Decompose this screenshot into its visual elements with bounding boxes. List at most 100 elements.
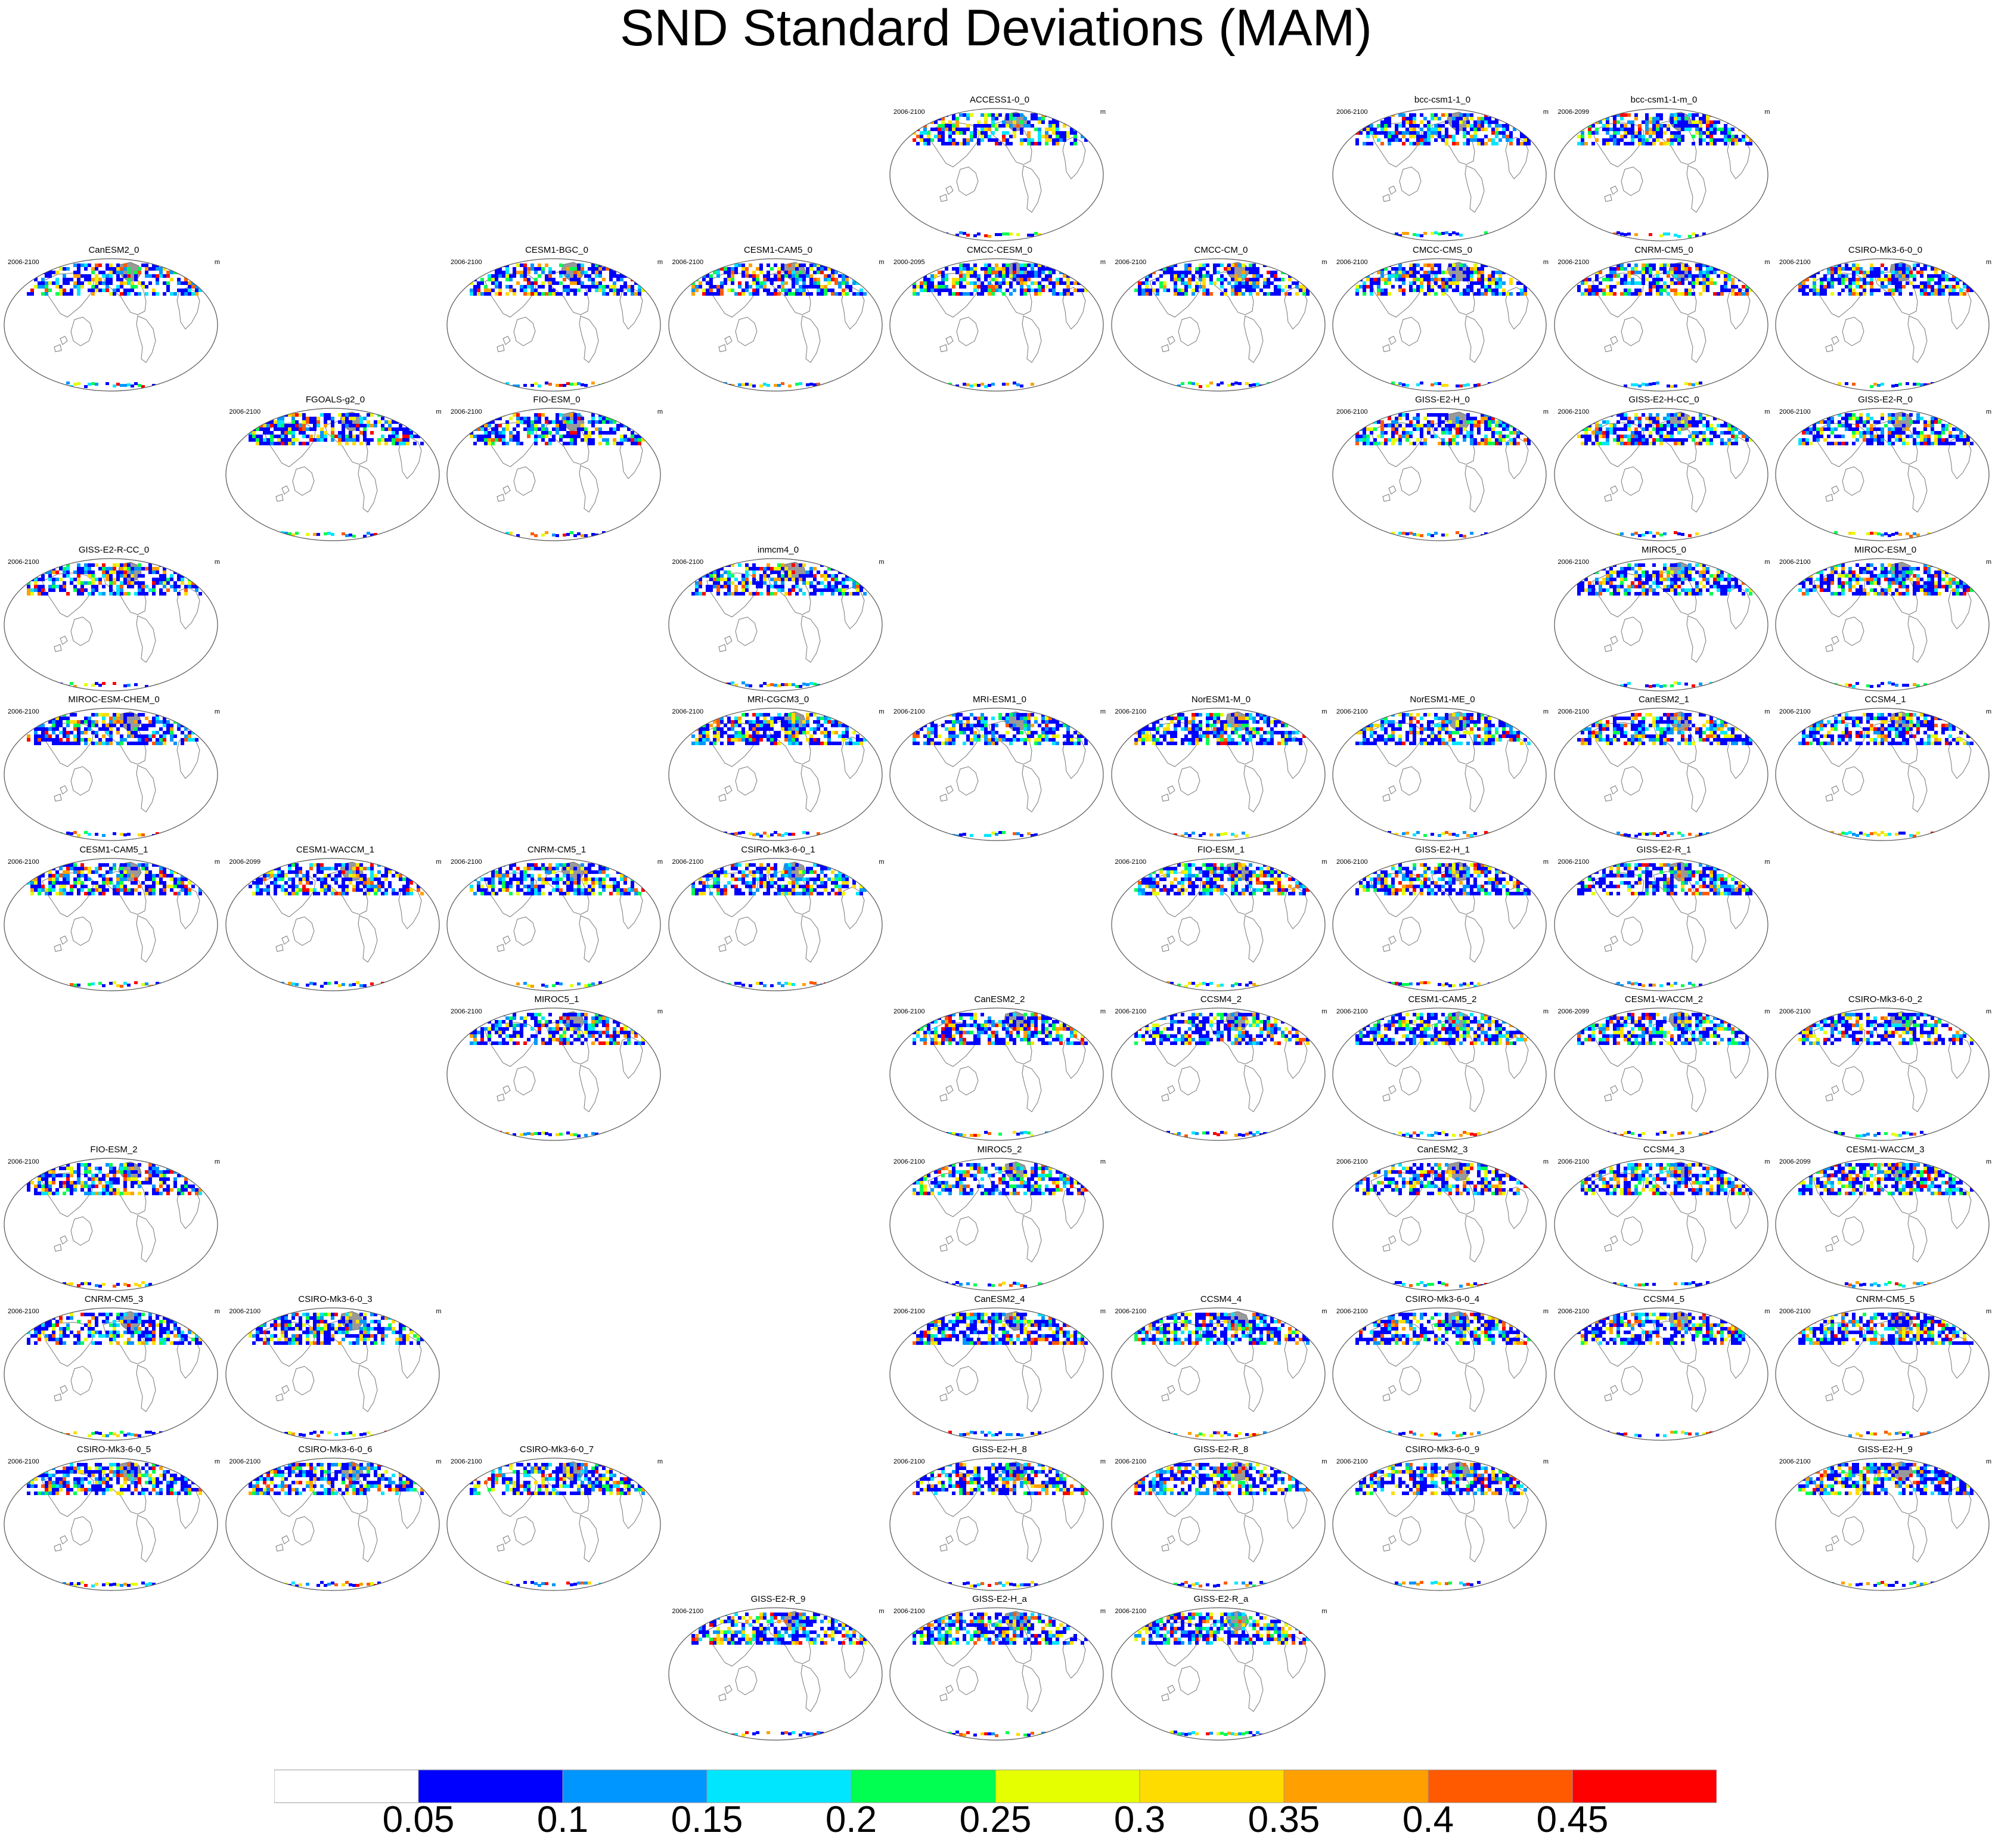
snow-cell [556, 281, 559, 285]
snow-cell [1856, 284, 1859, 289]
snow-cell [1938, 277, 1941, 281]
snow-cell [1373, 534, 1377, 537]
snow-cell [1873, 435, 1877, 438]
snow-cell [920, 284, 923, 289]
snow-cell [1173, 288, 1177, 292]
snow-cell [1495, 284, 1498, 289]
snow-cell [355, 435, 359, 438]
snow-cell [402, 431, 406, 435]
coastline [1907, 315, 1928, 363]
snow-cell [266, 424, 270, 427]
snow-cell [1745, 117, 1749, 120]
snow-cell [1598, 431, 1602, 435]
snow-cell [1491, 113, 1495, 117]
snow-cell [1848, 277, 1852, 281]
snow-cell [1473, 135, 1477, 138]
snow-cell [1652, 284, 1656, 289]
snow-cell [1670, 385, 1674, 388]
snow-cell [1948, 277, 1952, 281]
snow-cell [1420, 128, 1423, 131]
snow-cell [1230, 277, 1234, 281]
snow-cell [95, 266, 98, 271]
snow-cell [1948, 424, 1952, 427]
snow-cell [1473, 424, 1477, 427]
snow-cell [1262, 277, 1267, 281]
snow-cell [527, 270, 530, 274]
snow-cell [1698, 274, 1702, 278]
snow-cell [1431, 263, 1434, 267]
snow-cell [1652, 138, 1656, 142]
snow-cell [345, 534, 349, 537]
snow-cell [1684, 120, 1688, 124]
snow-cell [1605, 138, 1609, 142]
snow-cell [598, 431, 602, 435]
snow-cell [941, 138, 945, 142]
snow-cell [527, 431, 530, 435]
snow-cell [402, 413, 406, 417]
snow-cell [1838, 442, 1841, 445]
snow-cell [55, 284, 59, 289]
snow-cell [530, 266, 534, 271]
snow-cell [1516, 142, 1520, 145]
snow-cell [1056, 142, 1059, 145]
snow-cell [1377, 277, 1380, 281]
snow-cell [1377, 124, 1380, 128]
coastline [1062, 137, 1086, 179]
snow-cell [984, 284, 988, 289]
snow-cell [1484, 277, 1488, 281]
snow-cell [484, 435, 488, 438]
snow-cell [1870, 292, 1873, 296]
snow-cell [845, 284, 849, 289]
snow-cell [1952, 427, 1956, 431]
snow-cell [1388, 142, 1391, 145]
snow-cell [1056, 120, 1059, 124]
snow-cell [127, 270, 131, 274]
snow-cell [27, 263, 30, 267]
snow-cell [362, 438, 367, 442]
snow-cell [591, 442, 595, 445]
snow-cell [1162, 266, 1166, 271]
snow-cell [1605, 120, 1609, 124]
snow-cell [1056, 138, 1059, 142]
snow-cell [1398, 277, 1402, 281]
snow-cell [923, 120, 927, 124]
snow-cell [1888, 442, 1891, 445]
snow-cell [934, 120, 938, 124]
snow-cell [1848, 266, 1852, 271]
snow-cell [1641, 534, 1645, 537]
snow-cell [1677, 120, 1681, 124]
snow-cell [1680, 420, 1684, 424]
snow-cell [1916, 442, 1920, 445]
snow-cell [1730, 427, 1735, 431]
snow-cell [55, 277, 59, 281]
snow-cell [88, 382, 91, 386]
snow-cell [319, 413, 324, 417]
snow-cell [920, 270, 923, 274]
snow-cell [552, 277, 556, 281]
snow-cell [1187, 266, 1192, 271]
snow-cell [191, 266, 195, 271]
snow-cell [805, 292, 809, 296]
snow-cell [1459, 420, 1463, 424]
snow-cell [1434, 138, 1438, 142]
snow-cell [1884, 277, 1888, 281]
snow-cell [262, 442, 266, 445]
snow-cell [805, 270, 809, 274]
snow-cell [1295, 281, 1299, 285]
snow-cell [759, 270, 763, 274]
snow-cell [530, 532, 534, 535]
snow-cell [1627, 142, 1631, 145]
snow-cell [563, 284, 566, 289]
snow-cell [1520, 420, 1524, 424]
snow-cell [1059, 292, 1063, 296]
snow-cell [1045, 135, 1048, 138]
map-panel: FIO-ESM_0 2006-2100 m [446, 395, 668, 544]
snow-cell [1173, 274, 1177, 278]
snow-cell [1434, 117, 1438, 120]
snow-cell [1513, 442, 1516, 445]
snow-cell [1248, 292, 1252, 296]
snow-cell [262, 413, 266, 417]
snow-cell [613, 292, 616, 296]
snow-cell [348, 431, 352, 435]
snow-cell [269, 435, 274, 438]
